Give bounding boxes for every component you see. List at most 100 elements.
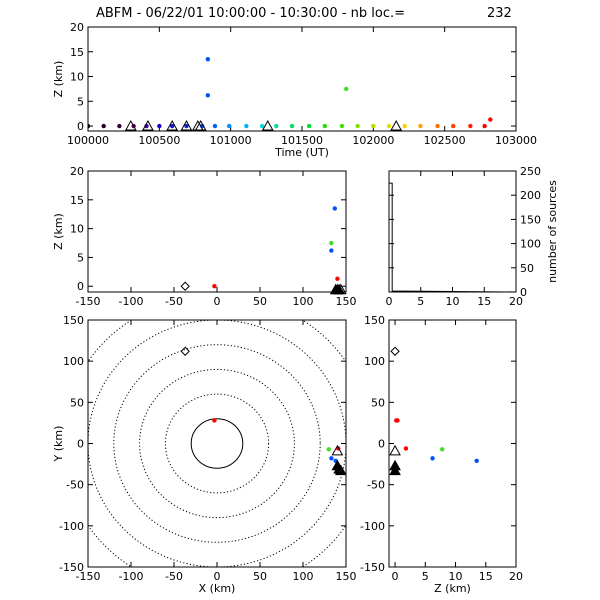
source-point: [101, 123, 106, 129]
x-tick-label: 100: [293, 570, 314, 583]
panel-x_height: -150 -100 -50 0 50 100 150 0 5 10 15 20 Z (km): [52, 165, 357, 308]
histogram-line: [389, 182, 516, 292]
source-point: [355, 123, 360, 129]
x-tick-label: 15: [477, 295, 491, 308]
y-axis-label: number of sources: [546, 180, 559, 283]
source-point: [403, 446, 409, 451]
x-tick-label: 100000: [67, 134, 109, 147]
panels: 100000 100500 101000 101500 102000 102500 1030…: [52, 21, 559, 595]
y-tick-label: 0: [378, 438, 385, 451]
y-tick-label: 10: [70, 71, 84, 84]
source-point: [274, 123, 279, 129]
source-point: [88, 123, 91, 129]
station-marker: [390, 120, 403, 131]
x-tick-label: 50: [253, 295, 267, 308]
source-point: [474, 458, 479, 463]
source-point: [326, 447, 331, 452]
station-marker: [334, 464, 347, 476]
y-tick-label: 10: [70, 223, 84, 236]
y-tick-label: -150: [360, 561, 385, 574]
source-point: [117, 123, 122, 129]
panel-z_y: 0 5 10 15 20 -150 -100 -50 0 50 100 150 Z (km): [360, 314, 523, 595]
x-tick-label: 10: [449, 570, 463, 583]
x-axis-label: Z (km): [434, 582, 471, 595]
x-tick-label: 0: [214, 570, 221, 583]
station-marker: [166, 120, 179, 131]
station-marker: [334, 283, 347, 295]
data-layer: [389, 182, 516, 292]
x-tick-label: 103000: [495, 134, 537, 147]
x-axis-label: Time (UT): [274, 146, 329, 159]
y-tick-label: 150: [63, 314, 84, 327]
x-tick-label: 20: [509, 570, 523, 583]
x-tick-label: 101500: [281, 134, 323, 147]
source-point: [184, 123, 189, 129]
source-point: [227, 123, 232, 129]
y-tick-label: 5: [77, 95, 84, 108]
source-point: [157, 123, 162, 129]
station-marker: [194, 120, 207, 131]
source-point: [395, 418, 400, 423]
y-tick-label: -100: [59, 520, 84, 533]
data-layer: [212, 206, 340, 289]
station-marker: [124, 120, 137, 131]
x-tick-label: 50: [253, 570, 267, 583]
y-tick-label: 150: [364, 314, 385, 327]
x-tick-label: 5: [422, 570, 429, 583]
source-point: [430, 456, 435, 461]
y-tick-label: 0: [77, 120, 84, 133]
source-point: [468, 123, 473, 129]
diamond-marker: [180, 346, 190, 356]
source-point: [451, 123, 456, 129]
source-point: [212, 123, 218, 129]
data-layer: [394, 418, 479, 463]
x-tick-label: 150: [336, 295, 357, 308]
range-ring: [190, 418, 244, 469]
source-point: [386, 123, 392, 129]
diamond-marker: [390, 346, 400, 356]
station-marker: [389, 444, 401, 456]
y-tick-label: 5: [77, 251, 84, 264]
station-marker: [261, 120, 274, 131]
y-tick-label: 200: [520, 189, 541, 202]
y-tick-label: 20: [70, 21, 84, 34]
diamond-marker: [180, 281, 190, 291]
source-point: [440, 447, 445, 452]
range-rings: [88, 320, 346, 567]
x-tick-label: -50: [165, 570, 183, 583]
x-tick-label: 101000: [210, 134, 252, 147]
station-marker: [180, 120, 193, 131]
station-marker: [331, 444, 344, 456]
range-ring: [139, 368, 295, 519]
panel-time_height: 100000 100500 101000 101500 102000 102500 1030…: [52, 21, 537, 159]
source-point: [212, 418, 217, 423]
y-tick-label: 50: [520, 262, 534, 275]
source-point: [402, 123, 407, 129]
source-point: [418, 123, 423, 129]
source-point: [339, 123, 345, 129]
x-tick-label: -100: [119, 570, 144, 583]
source-point: [205, 93, 211, 98]
y-tick-label: 50: [371, 396, 385, 409]
y-tick-label: 20: [70, 165, 84, 178]
source-point: [335, 276, 340, 281]
source-point: [329, 248, 334, 253]
figure-title: ABFM - 06/22/01 10:00:00 - 10:30:00 - nb…: [96, 6, 405, 21]
source-point: [329, 456, 334, 461]
source-point: [259, 123, 265, 129]
station-marker: [389, 464, 401, 476]
y-tick-label: 0: [77, 438, 84, 451]
x-tick-label: -150: [76, 295, 101, 308]
source-point: [322, 123, 328, 129]
range-ring: [164, 393, 270, 494]
y-tick-label: 0: [520, 286, 527, 299]
x-tick-label: 102000: [352, 134, 394, 147]
x-tick-label: 102500: [424, 134, 466, 147]
y-axis-label: Z (km): [52, 61, 65, 98]
x-tick-label: 0: [386, 295, 393, 308]
x-tick-label: -100: [119, 295, 144, 308]
y-tick-label: 100: [63, 355, 84, 368]
